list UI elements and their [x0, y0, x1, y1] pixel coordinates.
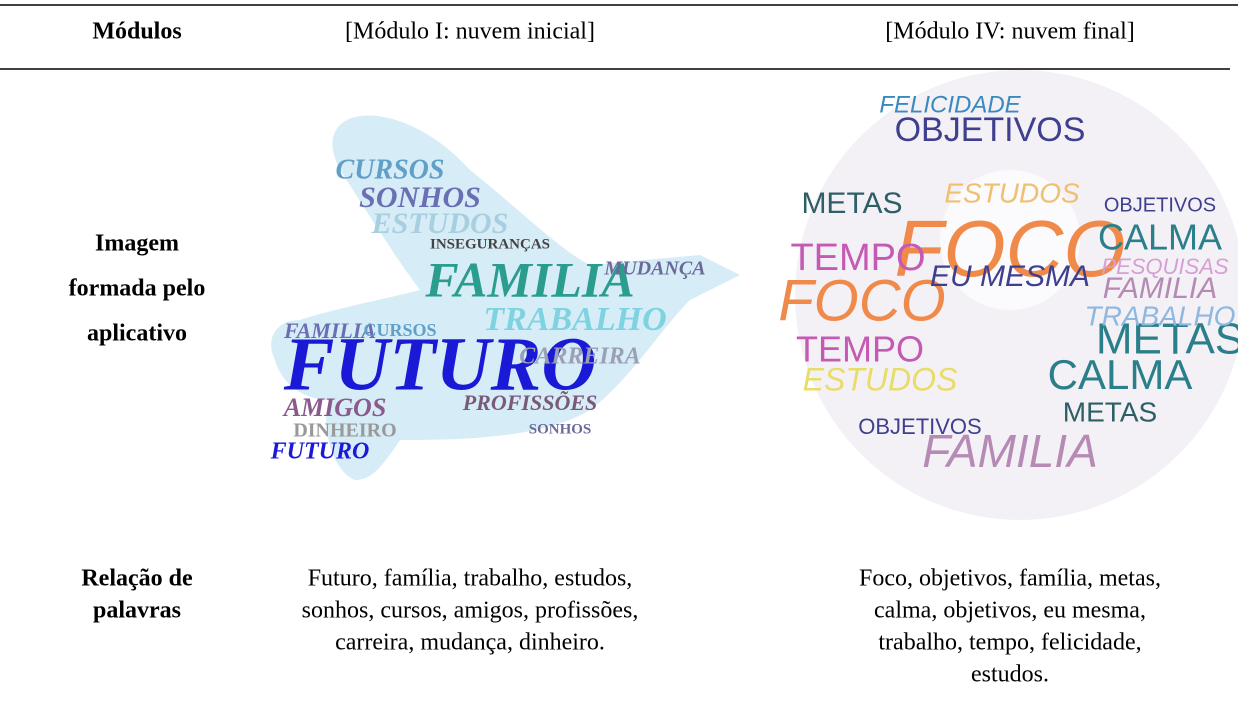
- cloud-word: PESQUISAS: [1101, 254, 1228, 279]
- cloud-word: TEMPO: [790, 237, 925, 279]
- cloud-word: ESTUDOS: [944, 177, 1080, 208]
- cloud-word: FOCO: [778, 268, 946, 333]
- cell-text: trabalho, tempo, felicidade,: [878, 630, 1141, 656]
- row-label: Relação de: [81, 566, 193, 592]
- cloud-word: AMIGOS: [282, 393, 387, 422]
- cloud-word: FAMILIA: [424, 251, 634, 307]
- cloud-word: FAMILIA: [283, 318, 376, 343]
- cloud-word: MUDANÇA: [603, 258, 705, 280]
- cloud-word: SONHOS: [529, 421, 592, 437]
- header-cell: Módulos: [92, 19, 181, 45]
- cell-text: Foco, objetivos, família, metas,: [859, 566, 1161, 592]
- cloud-word: TRABALHO: [1085, 300, 1236, 331]
- row-label: Imagem: [95, 231, 179, 257]
- cell-text: Futuro, família, trabalho, estudos,: [308, 566, 633, 592]
- dove-shape: [271, 115, 740, 481]
- cell-text: estudos.: [971, 662, 1049, 688]
- header-cell: [Módulo IV: nuvem final]: [885, 19, 1135, 45]
- cloud-word: EU MESMA: [930, 260, 1090, 293]
- cell-text: carreira, mudança, dinheiro.: [335, 630, 605, 656]
- row-label: formada pelo: [69, 276, 206, 302]
- cloud-word: ESTUDOS: [371, 207, 509, 240]
- cloud-word: FUTURO: [270, 439, 370, 465]
- row-label: palavras: [93, 598, 181, 624]
- cloud-word: TEMPO: [796, 329, 924, 370]
- cloud-word: OBJETIVOS: [895, 111, 1086, 149]
- cell-text: calma, objetivos, eu mesma,: [874, 598, 1146, 624]
- cloud-word: FAMILIA: [1103, 272, 1217, 305]
- cloud-word: OBJETIVOS: [1104, 194, 1216, 216]
- cloud-word: METAS: [1096, 315, 1238, 364]
- circle-hole: [940, 170, 1080, 310]
- cloud-word: FAMILIA: [922, 425, 1098, 477]
- cloud-word: TRABALHO: [483, 301, 666, 338]
- cloud-word: SONHOS: [359, 181, 481, 214]
- cloud-word: CURSOS: [363, 320, 436, 340]
- cloud-word: CALMA: [1098, 217, 1222, 258]
- cloud-word: CALMA: [1048, 351, 1193, 398]
- cloud-word: FUTURO: [283, 322, 596, 406]
- cloud-word: METAS: [1063, 396, 1157, 427]
- row-label: aplicativo: [87, 321, 187, 347]
- cloud-word: CARREIRA: [519, 344, 640, 370]
- cloud-word: FOCO: [894, 204, 1125, 293]
- cloud-word: DINHEIRO: [293, 420, 396, 442]
- cloud-word: ESTUDOS: [803, 361, 958, 397]
- cloud-word: OBJETIVOS: [858, 414, 981, 439]
- cloud-word: INSEGURANÇAS: [430, 236, 550, 252]
- cell-text: sonhos, cursos, amigos, profissões,: [302, 598, 639, 624]
- cloud-word: METAS: [801, 187, 902, 220]
- cloud-word: FELICIDADE: [879, 91, 1021, 118]
- header-cell: [Módulo I: nuvem inicial]: [345, 19, 595, 45]
- cloud-word: PROFISSÕES: [462, 390, 598, 415]
- cloud-word: CURSOS: [336, 154, 445, 185]
